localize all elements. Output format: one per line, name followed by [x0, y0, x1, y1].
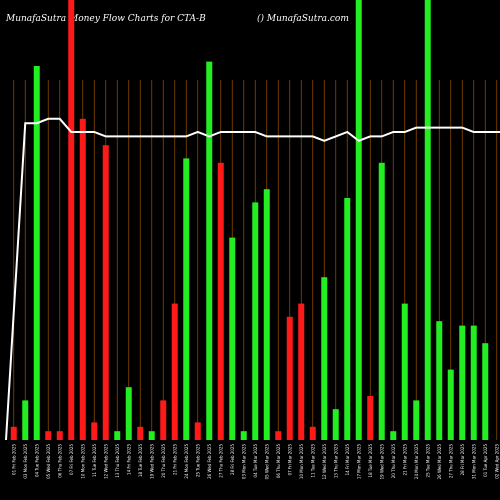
x-tick-labels: 01 Fri Feb 2025 03 Mon Feb 2025 04 Tue Feb…: [11, 444, 499, 480]
x-tick-label: 02 Wed Apr 2025: [494, 444, 499, 479]
x-tick-label: 26 Wed Feb 2025: [207, 444, 212, 479]
bar-up: [321, 277, 328, 440]
price-line-layer: [5, 117, 500, 441]
bar-up: [125, 387, 132, 440]
bar-down: [286, 316, 293, 440]
x-tick-label: 18 Tue Feb 2025: [138, 444, 143, 477]
bar-up: [183, 158, 190, 440]
x-tick-label: 31 Mon Mar 2025: [471, 444, 476, 480]
bar-up: [33, 66, 40, 440]
bar-down: [275, 431, 282, 440]
x-tick-label: 28 Fri Feb 2025: [230, 444, 235, 475]
bar-down: [309, 426, 316, 440]
bar-down: [137, 426, 144, 440]
x-tick-label: 21 Fri Feb 2025: [172, 444, 177, 475]
bar-up: [206, 61, 213, 440]
bar-up: [470, 325, 477, 440]
bar-up: [447, 369, 454, 440]
bar-up: [263, 189, 270, 440]
x-tick-label: 21 Fri Mar 2025: [402, 444, 407, 476]
x-tick-label: 27 Thu Feb 2025: [218, 444, 223, 478]
bar-down: [45, 431, 52, 440]
x-tick-label: 24 Mon Feb 2025: [184, 444, 189, 479]
x-tick-label: 12 Wed Feb 2025: [103, 444, 108, 479]
bar-down: [56, 431, 63, 440]
x-tick-label: 17 Mon Mar 2025: [356, 444, 361, 480]
x-tick-label: 20 Thu Feb 2025: [161, 444, 166, 478]
price-line: [5, 117, 500, 441]
bar-up: [378, 162, 385, 441]
x-tick-label: 19 Wed Mar 2025: [379, 444, 384, 480]
x-tick-label: 14 Fri Feb 2025: [126, 444, 131, 475]
bar-down: [160, 400, 167, 440]
gridlines: [13, 80, 498, 440]
x-tick-label: 20 Thu Mar 2025: [391, 444, 396, 479]
bar-up: [459, 325, 466, 440]
x-tick-label: 04 Tue Feb 2025: [34, 444, 39, 477]
bar-up: [355, 0, 362, 440]
x-tick-label: 11 Tue Feb 2025: [92, 444, 97, 477]
bar-up: [413, 400, 420, 440]
x-tick-label: 11 Tue Mar 2025: [310, 444, 315, 478]
x-tick-label: 27 Thu Mar 2025: [448, 444, 453, 479]
x-tick-label: 10 Mon Feb 2025: [80, 444, 85, 479]
site-credit: () MunafaSutra.com: [257, 14, 349, 24]
bar-down: [10, 426, 17, 440]
x-tick-label: 12 Wed Mar 2025: [322, 444, 327, 480]
bar-down: [102, 145, 109, 440]
x-tick-label: 24 Mon Mar 2025: [414, 444, 419, 480]
chart-title: MunafaSutra Money Flow Charts for CTA-B: [6, 14, 206, 24]
bar-up: [22, 400, 29, 440]
x-tick-label: 07 Fri Mar 2025: [287, 444, 292, 476]
bar-up: [482, 343, 489, 440]
bar-down: [367, 396, 374, 440]
x-tick-label: 19 Wed Feb 2025: [149, 444, 154, 479]
bar-up: [148, 431, 155, 440]
money-flow-bars: [10, 0, 489, 441]
bar-up: [332, 409, 339, 440]
x-tick-label: 25 Tue Feb 2025: [195, 444, 200, 477]
x-tick-label: 13 Thu Feb 2025: [115, 444, 120, 478]
bar-up: [401, 303, 408, 440]
bar-down: [298, 303, 305, 440]
x-tick-label: 03 Mon Mar 2025: [241, 444, 246, 480]
bar-down: [171, 303, 178, 440]
bar-up: [240, 431, 247, 440]
bar-down: [217, 162, 224, 441]
x-tick-label: 10 Mon Mar 2025: [299, 444, 304, 480]
bar-up: [390, 431, 397, 440]
x-tick-label: 01 Tue Apr 2025: [483, 444, 488, 477]
x-tick-label: 05 Wed Mar 2025: [264, 444, 269, 480]
bar-up: [229, 237, 236, 440]
x-tick-label: 14 Fri Mar 2025: [345, 444, 350, 476]
x-tick-label: 03 Mon Feb 2025: [23, 444, 28, 479]
bar-up: [436, 321, 443, 440]
x-tick-label: 01 Fri Feb 2025: [11, 444, 16, 475]
bar-up: [114, 431, 121, 440]
x-tick-label: 25 Tue Mar 2025: [425, 444, 430, 478]
x-tick-label: 05 Wed Feb 2025: [46, 444, 51, 479]
x-tick-label: 06 Thu Mar 2025: [276, 444, 281, 479]
x-tick-label: 04 Tue Mar 2025: [253, 444, 258, 478]
x-tick-label: 26 Wed Mar 2025: [437, 444, 442, 480]
bar-down: [91, 422, 98, 440]
x-tick-label: 13 Thu Mar 2025: [333, 444, 338, 479]
x-tick-label: 07 Fri Feb 2025: [69, 444, 74, 475]
x-tick-label: 06 Thu Feb 2025: [57, 444, 62, 478]
bar-up: [344, 198, 351, 440]
x-tick-label: 28 Fri Mar 2025: [460, 444, 465, 476]
bar-down: [79, 118, 86, 441]
x-tick-label: 18 Tue Mar 2025: [368, 444, 373, 478]
bar-down: [68, 0, 75, 440]
bar-down: [194, 422, 201, 440]
bar-up: [252, 202, 259, 440]
bar-up: [424, 0, 431, 440]
